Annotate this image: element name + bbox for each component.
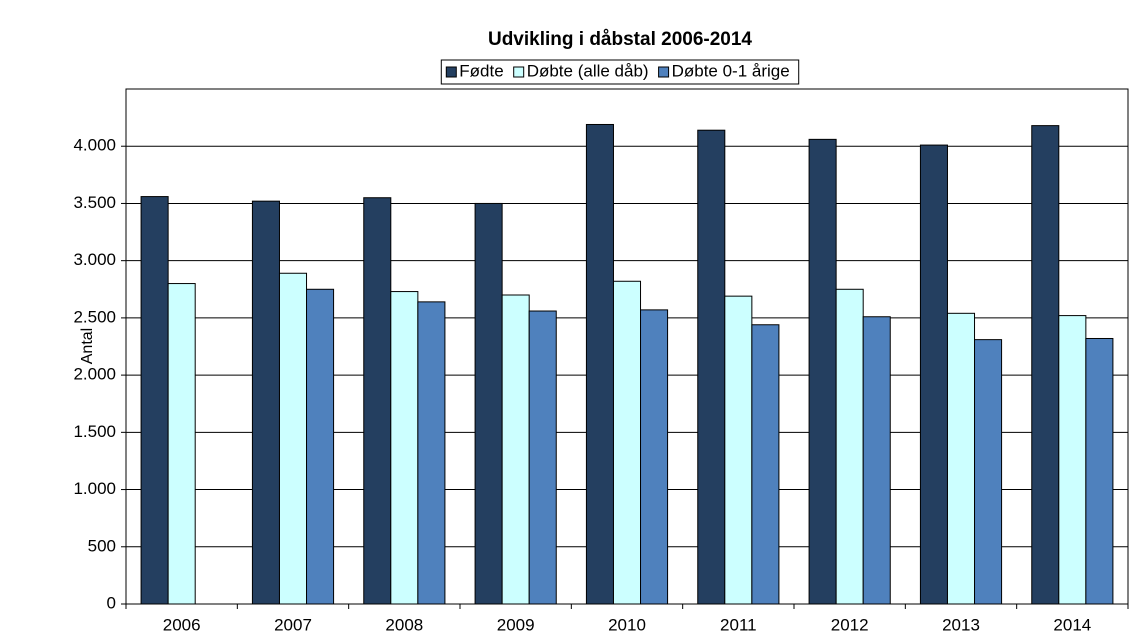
bar	[501, 294, 530, 605]
bar	[862, 316, 891, 605]
bar	[1058, 315, 1087, 605]
bar	[946, 312, 976, 605]
y-tick-label: 3.000	[73, 250, 116, 269]
bar	[808, 138, 837, 605]
x-tick-label: 2014	[1053, 615, 1091, 634]
x-tick-label: 2013	[942, 615, 980, 634]
bar	[974, 339, 1003, 605]
x-tick-label: 2009	[497, 615, 535, 634]
y-tick-label: 2.500	[73, 307, 116, 326]
bar	[612, 280, 642, 605]
bar	[278, 272, 308, 605]
y-axis-label: Antal	[79, 328, 96, 364]
bar	[724, 295, 753, 605]
bar	[919, 144, 948, 605]
bar	[140, 196, 169, 605]
bar	[528, 310, 557, 605]
bar	[306, 288, 335, 605]
legend-label: Døbte 0-1 årige	[672, 61, 790, 80]
bar	[697, 129, 726, 605]
legend-swatch	[513, 66, 525, 78]
x-tick-label: 2008	[385, 615, 423, 634]
bar	[1031, 125, 1060, 605]
y-tick-label: 2.000	[73, 365, 116, 384]
x-tick-label: 2010	[608, 615, 646, 634]
bar	[167, 283, 196, 605]
bar	[474, 202, 503, 605]
bar	[251, 200, 280, 605]
y-tick-label: 0	[107, 593, 116, 612]
x-tick-label: 2006	[163, 615, 201, 634]
bar	[417, 301, 446, 605]
legend-label: Fødte	[459, 61, 503, 80]
bar	[390, 291, 419, 605]
bar	[751, 324, 780, 605]
y-tick-label: 1.500	[73, 422, 116, 441]
x-tick-label: 2011	[720, 615, 757, 634]
bar	[640, 309, 669, 605]
bar	[835, 288, 864, 605]
legend-label: Døbte (alle dåb)	[527, 61, 649, 80]
y-tick-label: 1.000	[73, 479, 116, 498]
legend-swatch	[445, 66, 457, 78]
y-tick-label: 500	[88, 536, 116, 555]
bar	[585, 123, 614, 605]
legend-box	[440, 59, 800, 85]
x-tick-label: 2007	[274, 615, 312, 634]
y-tick-label: 3.500	[73, 193, 116, 212]
legend-swatch	[658, 66, 670, 78]
x-tick-label: 2012	[831, 615, 869, 634]
bar	[363, 197, 392, 605]
bar	[1085, 337, 1114, 605]
chart-title: Udvikling i dåbstal 2006-2014	[488, 29, 752, 50]
y-tick-label: 4.000	[73, 136, 116, 155]
